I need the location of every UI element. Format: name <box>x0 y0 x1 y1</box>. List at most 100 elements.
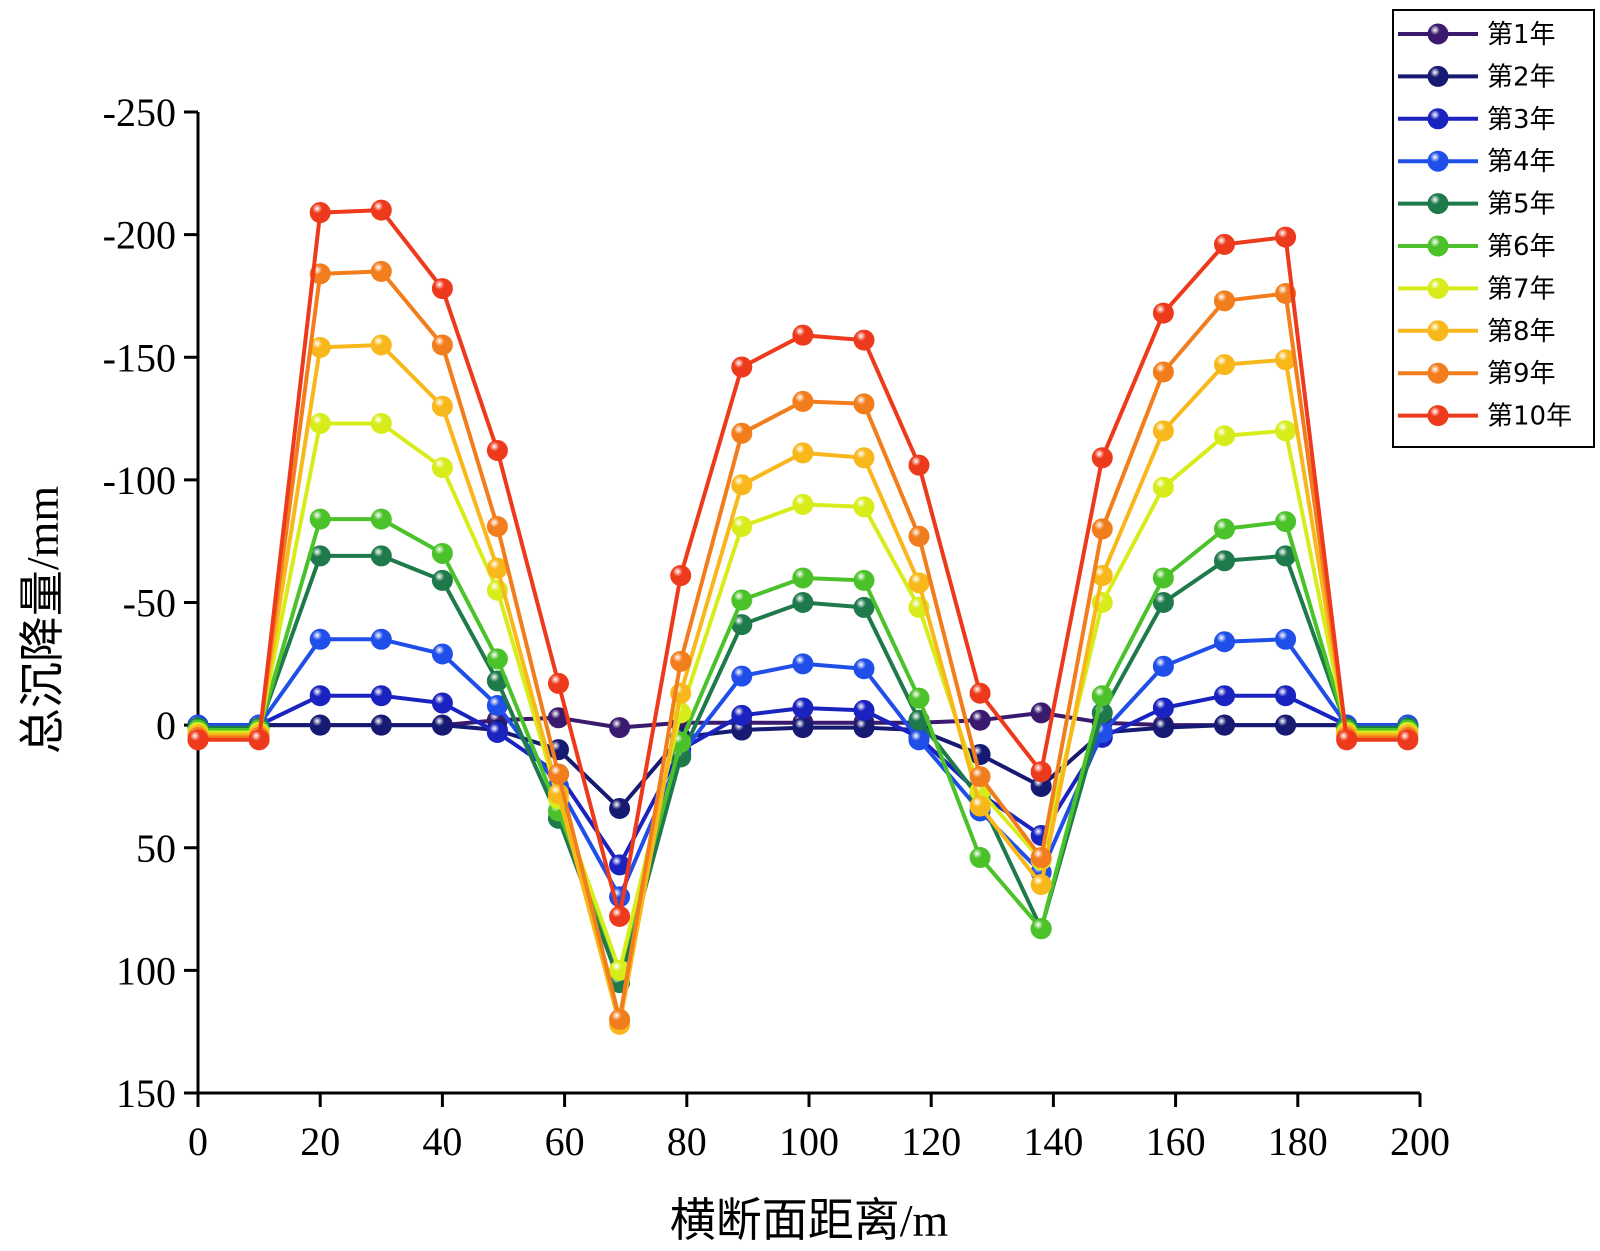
data-point <box>431 714 453 736</box>
data-point <box>370 412 392 434</box>
y-tick-label: -100 <box>103 458 176 503</box>
data-point <box>609 798 631 820</box>
data-point <box>731 474 753 496</box>
data-point <box>1213 631 1235 653</box>
data-point <box>731 515 753 537</box>
legend-item: 第1年 <box>1398 20 1556 50</box>
data-point <box>853 658 875 680</box>
series-5 <box>187 545 1419 994</box>
data-point <box>370 685 392 707</box>
series-4 <box>187 628 1419 908</box>
data-point <box>431 278 453 300</box>
legend-item: 第3年 <box>1398 105 1556 135</box>
data-point <box>1275 226 1297 248</box>
data-point <box>547 763 569 785</box>
legend-marker <box>1427 362 1449 384</box>
y-tick-label: -50 <box>123 581 176 626</box>
data-point <box>1030 702 1052 724</box>
data-point <box>1152 592 1174 613</box>
data-point <box>1213 550 1235 572</box>
legend-marker <box>1427 23 1449 45</box>
data-point <box>431 569 453 591</box>
legend-item: 第4年 <box>1398 147 1556 177</box>
legend-label: 第3年 <box>1487 105 1556 135</box>
legend-marker <box>1427 235 1449 257</box>
x-tick-label: 60 <box>545 1119 585 1164</box>
x-tick-label: 180 <box>1268 1119 1328 1164</box>
data-point <box>792 324 814 346</box>
data-point <box>1152 567 1174 589</box>
data-point <box>370 199 392 221</box>
data-point <box>1275 685 1297 707</box>
data-point <box>370 508 392 530</box>
data-point <box>309 508 331 530</box>
series-2 <box>187 714 1419 820</box>
data-point <box>370 714 392 736</box>
legend-label: 第2年 <box>1487 62 1556 92</box>
data-point <box>431 692 453 714</box>
data-point <box>370 260 392 282</box>
data-point <box>309 685 331 707</box>
data-point <box>1152 361 1174 383</box>
y-tick-label: 0 <box>156 703 176 748</box>
x-tick-label: 0 <box>188 1119 208 1164</box>
data-point <box>908 454 930 476</box>
data-point <box>731 589 753 611</box>
data-point <box>486 439 508 461</box>
data-point <box>792 567 814 589</box>
data-point <box>1213 233 1235 255</box>
data-point <box>609 1008 631 1030</box>
data-point <box>1030 874 1052 896</box>
data-point <box>908 525 930 547</box>
data-point <box>1152 420 1174 442</box>
legend-marker <box>1427 150 1449 172</box>
data-point <box>431 334 453 356</box>
legend-label: 第1年 <box>1487 20 1556 50</box>
x-tick-label: 40 <box>422 1119 462 1164</box>
data-point <box>248 729 270 751</box>
data-point <box>853 447 875 469</box>
x-tick-label: 140 <box>1023 1119 1083 1164</box>
y-tick-label: -200 <box>103 213 176 258</box>
x-tick-label: 200 <box>1390 1119 1450 1164</box>
data-point <box>1152 655 1174 677</box>
y-tick-label: 100 <box>116 948 176 993</box>
data-point <box>969 766 991 788</box>
data-point <box>1152 476 1174 498</box>
legend-label: 第7年 <box>1487 274 1556 304</box>
data-point <box>187 729 209 751</box>
data-point <box>1275 628 1297 650</box>
data-point <box>1152 302 1174 324</box>
data-point <box>1213 685 1235 707</box>
data-point <box>1030 918 1052 940</box>
data-point <box>969 847 991 869</box>
data-point <box>853 393 875 415</box>
data-point <box>309 412 331 434</box>
legend-item: 第9年 <box>1398 359 1556 389</box>
data-point <box>1213 425 1235 447</box>
data-point <box>1213 290 1235 312</box>
data-point <box>853 699 875 721</box>
data-point <box>1213 354 1235 376</box>
data-point <box>486 648 508 670</box>
series-3 <box>187 685 1419 876</box>
data-point <box>792 717 814 739</box>
legend-label: 第9年 <box>1487 359 1556 389</box>
data-point <box>1152 697 1174 719</box>
data-point <box>731 704 753 726</box>
data-point <box>547 672 569 694</box>
legend-item: 第8年 <box>1398 317 1556 347</box>
data-point <box>1275 420 1297 442</box>
data-point <box>370 628 392 650</box>
x-tick-label: 100 <box>779 1119 839 1164</box>
data-point <box>792 390 814 412</box>
data-point <box>670 650 692 672</box>
legend-marker <box>1427 405 1449 427</box>
data-point <box>908 572 930 594</box>
data-point <box>431 395 453 417</box>
series-layer <box>187 199 1419 1035</box>
x-tick-label: 80 <box>667 1119 707 1164</box>
data-point <box>853 496 875 518</box>
legend-item: 第6年 <box>1398 232 1556 262</box>
